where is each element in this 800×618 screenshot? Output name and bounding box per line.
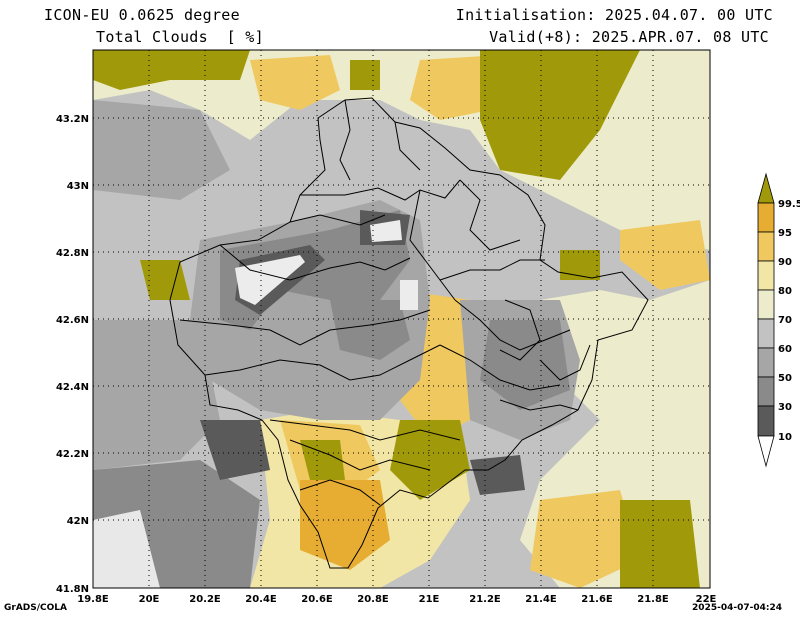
lon-label: 19.8E bbox=[77, 594, 109, 605]
legend-swatch bbox=[757, 202, 775, 233]
lon-label: 21.2E bbox=[469, 594, 501, 605]
model-title: ICON-EU 0.0625 degree bbox=[44, 6, 240, 24]
map-frame bbox=[92, 49, 711, 589]
legend-label: 99.5 bbox=[778, 199, 800, 210]
boundaries bbox=[169, 97, 649, 569]
legend-top-arrow bbox=[757, 172, 775, 204]
lat-label: 43N bbox=[67, 181, 89, 192]
initialisation-time: Initialisation: 2025.04.07. 00 UTC bbox=[455, 6, 773, 24]
legend-swatch bbox=[757, 405, 775, 437]
legend-label: 30 bbox=[778, 402, 792, 413]
legend-label: 10 bbox=[778, 432, 792, 443]
legend-label: 80 bbox=[778, 286, 792, 297]
legend-swatch bbox=[757, 289, 775, 320]
lat-label: 42N bbox=[67, 516, 89, 527]
legend-label: 90 bbox=[778, 257, 792, 268]
legend-bottom-arrow bbox=[757, 435, 775, 468]
lat-label: 43.2N bbox=[56, 114, 89, 125]
lon-label: 20.4E bbox=[245, 594, 277, 605]
lon-label: 20.2E bbox=[189, 594, 221, 605]
valid-time: Valid(+8): 2025.APR.07. 08 UTC bbox=[489, 28, 769, 46]
lon-label: 20.8E bbox=[357, 594, 389, 605]
cloud-cover-field bbox=[93, 50, 710, 588]
lat-label: 42.4N bbox=[56, 382, 89, 393]
lon-label: 21.8E bbox=[637, 594, 669, 605]
legend-swatch bbox=[757, 260, 775, 291]
legend-swatch bbox=[757, 376, 775, 407]
lat-label: 41.8N bbox=[56, 584, 89, 595]
longitude-labels: 19.8E 20E 20.2E 20.4E 20.6E 20.8E 21E 21… bbox=[77, 594, 716, 605]
legend-label: 50 bbox=[778, 373, 792, 384]
lat-label: 42.8N bbox=[56, 248, 89, 259]
lon-label: 21E bbox=[419, 594, 440, 605]
render-timestamp: 2025-04-07-04:24 bbox=[692, 603, 782, 613]
legend-labels: 10 30 50 60 70 80 90 95 99.5 bbox=[778, 199, 800, 443]
legend-swatch bbox=[757, 231, 775, 262]
lon-label: 21.6E bbox=[581, 594, 613, 605]
lat-label: 42.2N bbox=[56, 449, 89, 460]
lon-label: 22E bbox=[696, 594, 717, 605]
legend-swatch bbox=[757, 347, 775, 378]
software-credit: GrADS/COLA bbox=[4, 603, 67, 613]
lat-label: 42.6N bbox=[56, 315, 89, 326]
lon-label: 21.4E bbox=[525, 594, 557, 605]
color-legend bbox=[757, 172, 775, 468]
legend-swatch bbox=[757, 318, 775, 349]
legend-label: 60 bbox=[778, 344, 792, 355]
lon-label: 20.6E bbox=[301, 594, 333, 605]
legend-label: 95 bbox=[778, 228, 792, 239]
legend-label: 70 bbox=[778, 315, 792, 326]
field-title: Total Clouds [ %] bbox=[96, 28, 264, 46]
lon-label: 20E bbox=[139, 594, 160, 605]
latitude-labels: 41.8N 42N 42.2N 42.4N 42.6N 42.8N 43N 43… bbox=[56, 114, 89, 595]
